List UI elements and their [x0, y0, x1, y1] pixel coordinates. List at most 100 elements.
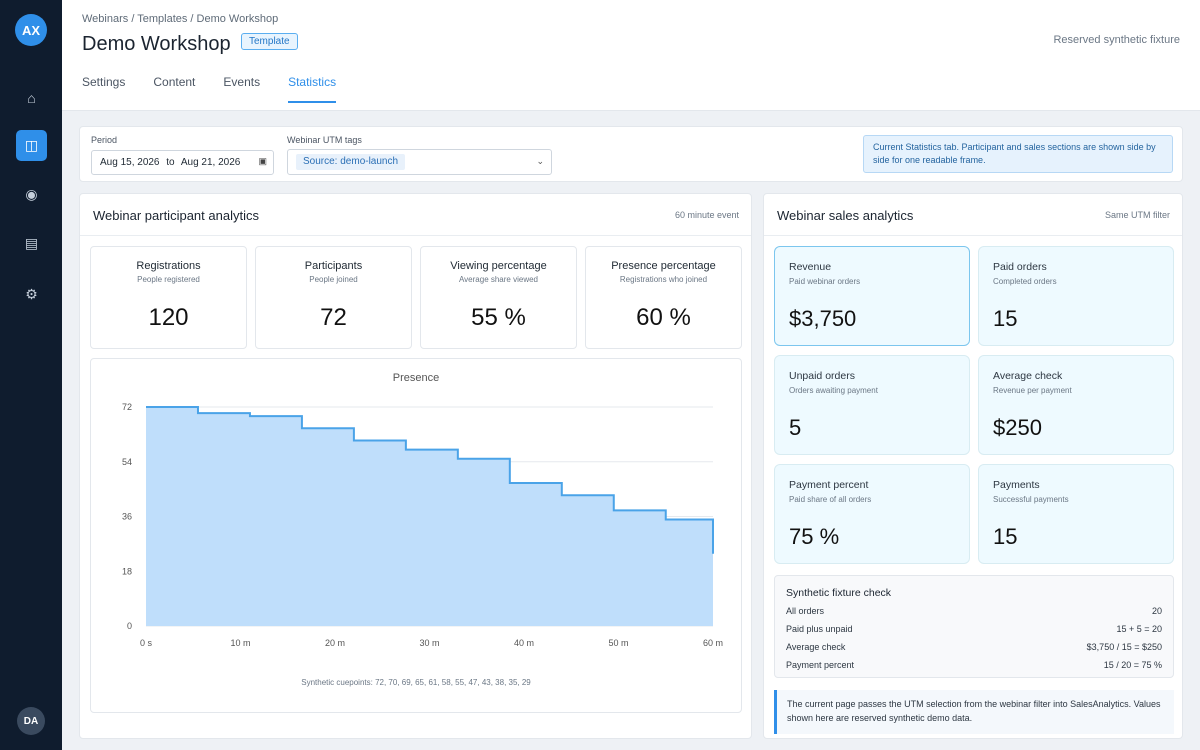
card-subtitle: Paid webinar orders: [789, 277, 861, 286]
card-title: Payment percent: [789, 479, 869, 491]
y-tick-label: 54: [122, 457, 132, 467]
breadcrumb[interactable]: Webinars / Templates / Demo Workshop: [82, 13, 279, 25]
sales-card-payments[interactable]: Payments Successful payments 15: [978, 464, 1174, 564]
card-title: Payments: [993, 479, 1040, 491]
chart-title: Presence: [393, 372, 439, 384]
y-tick-label: 36: [122, 512, 132, 522]
card-value: 15: [993, 306, 1018, 331]
stat-title: Viewing percentage: [450, 260, 547, 272]
y-tick-label: 0: [127, 621, 132, 631]
presence-area: [146, 407, 713, 626]
list-icon[interactable]: ▤: [24, 235, 39, 251]
x-tick-label: 40 m: [514, 638, 534, 648]
gear-icon[interactable]: ⚙: [25, 286, 38, 302]
sales-card-payment-percent[interactable]: Payment percent Paid share of all orders…: [774, 464, 970, 564]
period-picker[interactable]: Aug 15, 2026 to Aug 21, 2026 ▣: [91, 150, 274, 175]
check-label: Paid plus unpaid: [786, 624, 853, 634]
sidebar: AX ⌂ ◫ ◉ ▤ ⚙ DA: [0, 0, 62, 750]
check-row: All orders 20: [786, 606, 1162, 616]
filter-bar: Period Aug 15, 2026 to Aug 21, 2026 ▣ We…: [79, 126, 1183, 182]
check-value: $3,750 / 15 = $250: [1086, 642, 1162, 652]
tab-settings[interactable]: Settings: [82, 75, 126, 89]
tab-bar: Settings Content Events Statistics: [82, 75, 364, 103]
sales-panel-meta: Same UTM filter: [1104, 210, 1170, 220]
card-value: $250: [993, 415, 1042, 440]
tab-content[interactable]: Content: [153, 75, 196, 89]
x-tick-label: 20 m: [325, 638, 345, 648]
period-label: Period: [91, 135, 118, 145]
sales-card-unpaid-orders[interactable]: Unpaid orders Orders awaiting payment 5: [774, 355, 970, 455]
presence-chart-svg: Presence 0 18 36 54 72 0 s 10 m 20 m 30 m 40 m 50 m…: [122, 372, 723, 687]
card-title: Unpaid orders: [789, 370, 855, 382]
period-to-word: to: [166, 157, 175, 168]
check-row: Paid plus unpaid 15 + 5 = 20: [786, 624, 1162, 634]
card-title: Paid orders: [993, 261, 1047, 273]
presence-chart: Presence 0 18 36 54 72 0 s 10 m 20 m 30 m 40 m 50 m…: [90, 358, 742, 713]
stat-card: Participants People joined 72: [255, 246, 412, 349]
stat-card: Presence percentage Registrations who jo…: [585, 246, 742, 349]
page-title: Demo Workshop: [82, 33, 231, 55]
check-value: 20: [1151, 606, 1162, 616]
divider: [764, 235, 1182, 236]
check-row: Average check $3,750 / 15 = $250: [786, 642, 1162, 652]
stat-card: Viewing percentage Average share viewed …: [420, 246, 577, 349]
y-tick-label: 72: [122, 402, 132, 412]
stat-subtitle: Registrations who joined: [619, 275, 708, 284]
sales-panel: Webinar sales analytics Same UTM filter …: [763, 193, 1183, 739]
sales-panel-title: Webinar sales analytics: [777, 208, 914, 223]
card-title: Revenue: [789, 261, 832, 273]
sales-card-average-check[interactable]: Average check Revenue per payment $250: [978, 355, 1174, 455]
check-value: 15 / 20 = 75 %: [1103, 660, 1162, 670]
fixture-check-title: Synthetic fixture check: [786, 587, 892, 599]
stat-value: 55 %: [471, 304, 526, 331]
user-avatar[interactable]: DA: [17, 707, 45, 735]
check-value: 15 + 5 = 20: [1116, 624, 1162, 634]
page-header: Webinars / Templates / Demo Workshop Dem…: [62, 0, 1200, 111]
chevron-down-icon[interactable]: ⌄: [536, 156, 544, 166]
card-value: 15: [993, 524, 1018, 549]
fixture-note: Reserved synthetic fixture: [1053, 34, 1180, 46]
utm-chip[interactable]: Source: demo-launch: [296, 154, 406, 170]
x-tick-label: 10 m: [230, 638, 250, 648]
check-label: All orders: [786, 606, 825, 616]
check-row: Payment percent 15 / 20 = 75 %: [786, 660, 1162, 670]
template-badge: Template: [241, 33, 298, 50]
participant-panel: Webinar participant analytics 60 minute …: [79, 193, 752, 739]
stat-subtitle: People registered: [137, 275, 200, 284]
x-tick-label: 60 m: [703, 638, 723, 648]
card-subtitle: Paid share of all orders: [789, 495, 872, 504]
utm-select[interactable]: Source: demo-launch ⌄: [287, 149, 552, 175]
tab-events[interactable]: Events: [223, 75, 261, 89]
check-label: Payment percent: [786, 660, 855, 670]
calendar-icon[interactable]: ▣: [258, 156, 267, 166]
home-icon[interactable]: ⌂: [27, 89, 36, 106]
fixture-check: Synthetic fixture check All orders 20 Pa…: [774, 575, 1174, 678]
period-from: Aug 15, 2026: [100, 157, 160, 168]
stat-title: Participants: [304, 260, 363, 272]
sales-card-revenue[interactable]: Revenue Paid webinar orders $3,750: [774, 246, 970, 346]
stat-card: Registrations People registered 120: [90, 246, 247, 349]
app-avatar[interactable]: AX: [15, 14, 47, 46]
participant-panel-meta: 60 minute event: [674, 210, 739, 220]
broadcast-icon[interactable]: ◉: [25, 186, 38, 202]
info-note: Current Statistics tab. Participant and …: [863, 135, 1173, 173]
sales-note: The current page passes the UTM selectio…: [774, 690, 1174, 734]
x-tick-label: 50 m: [608, 638, 628, 648]
card-subtitle: Revenue per payment: [993, 386, 1072, 395]
book-icon[interactable]: ◫: [16, 130, 47, 161]
x-tick-label: 0 s: [140, 638, 153, 648]
cuepoints-note: Synthetic cuepoints: 72, 70, 69, 65, 61,…: [301, 678, 531, 687]
stat-value: 72: [320, 304, 347, 331]
card-subtitle: Successful payments: [993, 495, 1069, 504]
stat-value: 60 %: [636, 304, 691, 331]
card-subtitle: Completed orders: [993, 277, 1057, 286]
period-to: Aug 21, 2026: [180, 157, 241, 168]
sales-card-paid-orders[interactable]: Paid orders Completed orders 15: [978, 246, 1174, 346]
card-subtitle: Orders awaiting payment: [789, 386, 878, 395]
tab-statistics[interactable]: Statistics: [288, 75, 337, 103]
stat-value: 120: [148, 304, 189, 331]
participant-panel-title: Webinar participant analytics: [93, 208, 259, 223]
card-value: 75 %: [789, 524, 840, 549]
check-label: Average check: [786, 642, 846, 652]
card-title: Average check: [993, 370, 1063, 382]
